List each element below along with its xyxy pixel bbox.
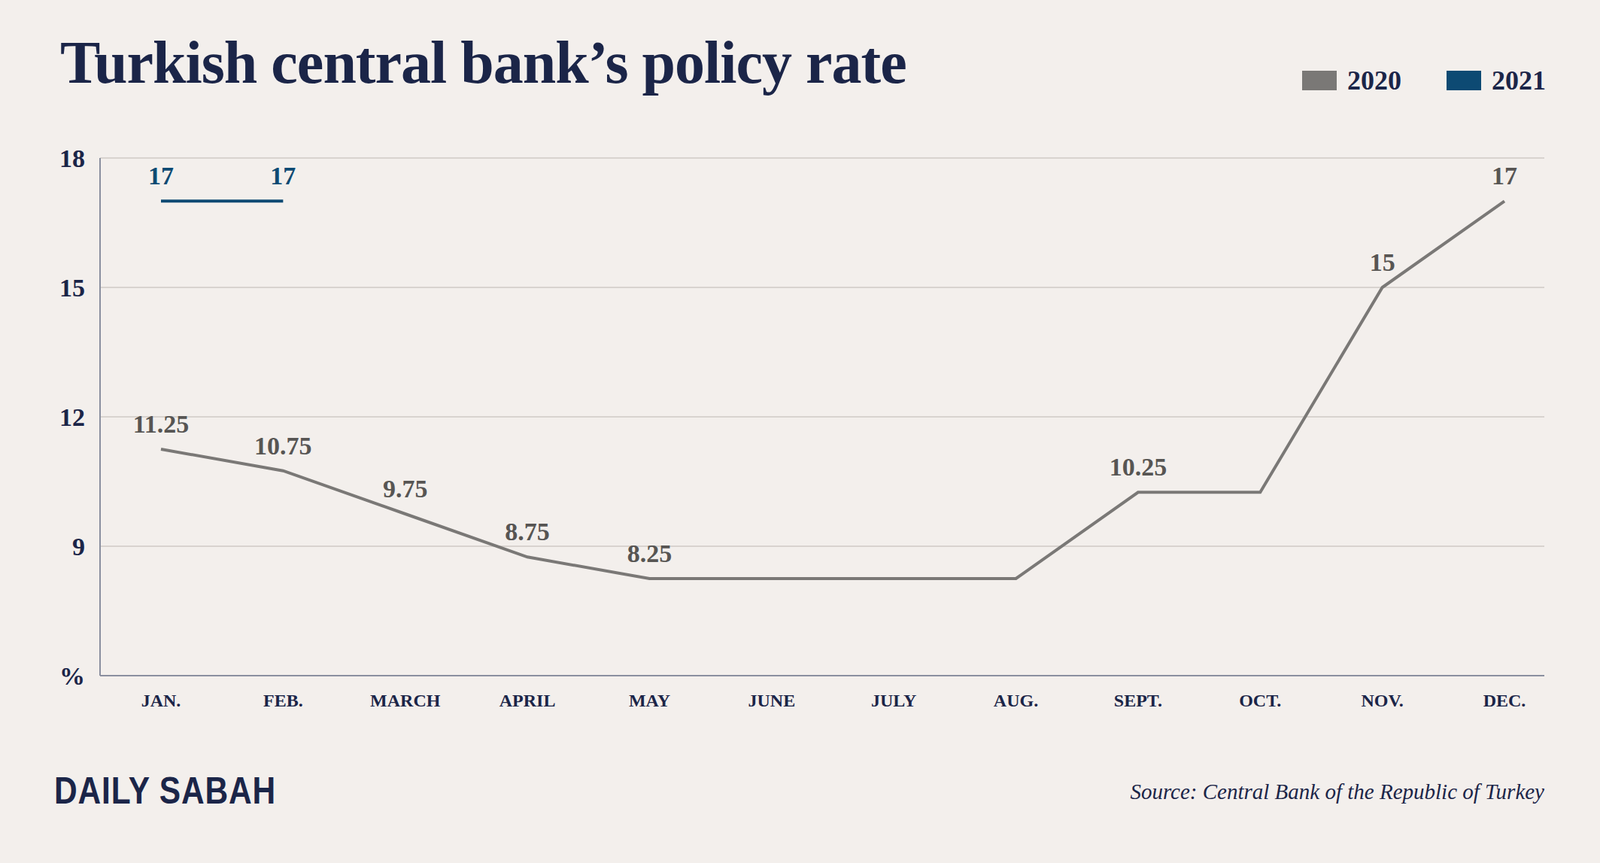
svg-text:NOV.: NOV. [1361, 690, 1404, 711]
svg-text:%: % [59, 661, 86, 690]
svg-text:17: 17 [1491, 161, 1518, 190]
html-text:2021: 2021 [1491, 65, 1546, 96]
svg-text:SEPT.: SEPT. [1114, 690, 1163, 711]
html-text:2020: 2020 [1347, 65, 1402, 96]
svg-text:10.25: 10.25 [1109, 452, 1168, 481]
svg-text:OCT.: OCT. [1238, 690, 1282, 711]
svg-text:15: 15 [59, 273, 86, 302]
svg-text:10.75: 10.75 [254, 431, 313, 460]
html-text:DAILY SABAH: DAILY SABAH [54, 769, 277, 812]
svg-text:JAN.: JAN. [141, 690, 182, 711]
svg-text:JUNE: JUNE [747, 690, 796, 711]
svg-text:17: 17 [270, 161, 296, 190]
svg-text:FEB.: FEB. [263, 690, 304, 711]
svg-text:15: 15 [1369, 248, 1396, 277]
svg-text:12: 12 [59, 403, 86, 432]
svg-text:18: 18 [59, 144, 86, 173]
html-text:Turkish central bank’s policy: Turkish central bank’s policy rate [60, 29, 907, 96]
svg-text:AUG.: AUG. [993, 690, 1039, 711]
svg-text:11.25: 11.25 [133, 409, 190, 438]
svg-text:DEC.: DEC. [1483, 690, 1527, 711]
svg-text:JULY: JULY [871, 690, 917, 711]
svg-text:APRIL: APRIL [499, 690, 556, 711]
svg-text:17: 17 [148, 161, 174, 190]
svg-text:9: 9 [72, 532, 86, 561]
svg-text:8.25: 8.25 [627, 539, 673, 568]
html-text:Source: Central Bank of the Re: Source: Central Bank of the Republic of … [1130, 779, 1545, 804]
svg-text:MARCH: MARCH [370, 690, 441, 711]
svg-text:8.75: 8.75 [504, 517, 550, 546]
svg-text:9.75: 9.75 [382, 474, 429, 503]
svg-text:MAY: MAY [628, 690, 671, 711]
